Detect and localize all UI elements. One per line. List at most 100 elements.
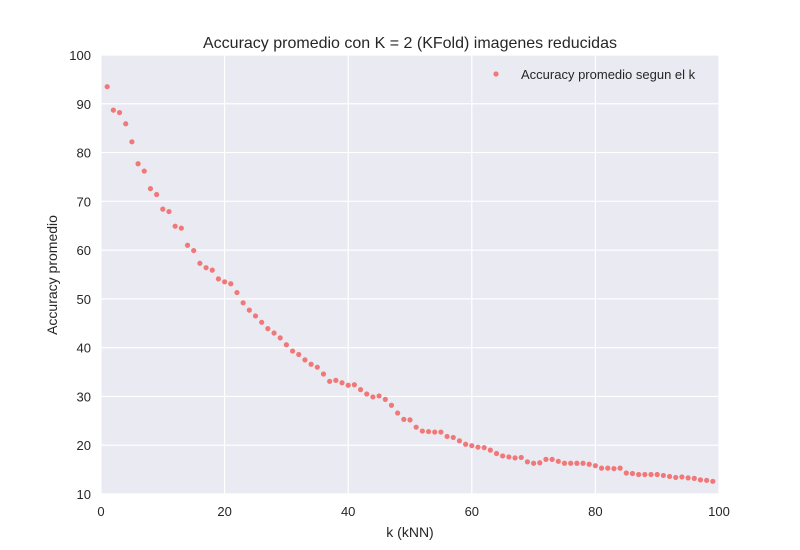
- data-point: [345, 382, 351, 388]
- data-point: [234, 289, 240, 296]
- data-point: [154, 191, 160, 198]
- data-point: [574, 460, 580, 466]
- data-point: [407, 417, 413, 423]
- data-point: [166, 208, 172, 215]
- data-point: [549, 456, 555, 462]
- y-tick-label: 80: [77, 146, 91, 161]
- data-point: [129, 139, 135, 145]
- data-point: [481, 445, 487, 451]
- data-point: [370, 394, 376, 400]
- data-point: [135, 161, 141, 167]
- data-point: [172, 223, 178, 229]
- data-point: [104, 84, 110, 90]
- data-point: [518, 454, 524, 461]
- data-point: [524, 459, 531, 465]
- data-point: [537, 460, 543, 466]
- data-point: [623, 470, 629, 476]
- data-point: [679, 474, 685, 480]
- data-point: [302, 357, 308, 363]
- x-tick-label: 0: [97, 504, 104, 519]
- data-point: [438, 429, 444, 435]
- data-point: [685, 475, 691, 481]
- data-points: [104, 84, 716, 484]
- data-point: [450, 434, 456, 441]
- y-tick-label: 50: [77, 292, 91, 307]
- data-point: [463, 441, 469, 447]
- x-tick-label: 20: [217, 504, 231, 519]
- data-point: [506, 454, 512, 460]
- data-point: [469, 443, 475, 449]
- legend: Accuracy promedio segun el k: [493, 67, 696, 82]
- x-tick-label: 60: [465, 504, 479, 519]
- data-point: [568, 460, 574, 466]
- data-point: [419, 428, 425, 434]
- data-point: [543, 456, 549, 462]
- data-point: [673, 474, 679, 481]
- data-point: [586, 461, 592, 467]
- data-point: [388, 402, 395, 408]
- data-point: [710, 478, 716, 484]
- x-tick-label: 80: [588, 504, 602, 519]
- data-point: [308, 361, 314, 367]
- data-point: [456, 438, 463, 444]
- data-point: [487, 447, 493, 453]
- data-point: [191, 247, 197, 254]
- data-point: [395, 410, 401, 416]
- data-point: [289, 348, 296, 354]
- data-point: [660, 472, 666, 479]
- data-point: [493, 450, 500, 457]
- x-tick-label: 100: [708, 504, 730, 519]
- data-point: [209, 267, 215, 273]
- data-point: [184, 242, 191, 248]
- data-point: [592, 463, 599, 469]
- data-point: [259, 319, 265, 325]
- data-point: [666, 473, 673, 480]
- data-point: [691, 475, 697, 481]
- data-point: [605, 465, 611, 471]
- data-point: [704, 477, 710, 483]
- x-tick-label: 40: [341, 504, 355, 519]
- y-axis-label: Accuracy promedio: [44, 215, 60, 335]
- chart-title: Accuracy promedio con K = 2 (KFold) imag…: [203, 35, 617, 52]
- data-point: [401, 416, 407, 422]
- data-point: [636, 471, 642, 478]
- data-point: [561, 460, 568, 466]
- data-point: [364, 391, 370, 397]
- legend-entry: Accuracy promedio segun el k: [521, 67, 696, 82]
- y-tick-label: 70: [77, 194, 91, 209]
- data-point: [382, 396, 388, 402]
- data-point: [413, 424, 419, 430]
- y-tick-label: 40: [77, 341, 91, 356]
- data-point: [215, 276, 222, 282]
- data-point: [432, 429, 438, 435]
- data-point: [240, 300, 246, 306]
- plot-background: [101, 55, 719, 494]
- data-point: [580, 460, 586, 466]
- data-point: [555, 458, 561, 464]
- data-point: [222, 279, 228, 285]
- data-point: [160, 206, 166, 212]
- data-point: [444, 433, 450, 440]
- data-point: [629, 470, 636, 477]
- y-tick-labels: 10 20 30 40 50 60 70 80 90 100: [69, 48, 91, 502]
- data-point: [512, 455, 518, 461]
- y-tick-label: 20: [77, 438, 91, 453]
- data-point: [357, 387, 364, 393]
- y-tick-label: 100: [69, 48, 91, 63]
- y-tick-label: 30: [77, 389, 91, 404]
- data-point: [376, 393, 382, 399]
- data-point: [531, 460, 537, 466]
- data-point: [296, 351, 302, 358]
- data-point: [203, 265, 209, 271]
- data-point: [246, 307, 252, 313]
- data-point: [654, 471, 660, 478]
- data-point: [110, 107, 116, 113]
- data-point: [697, 477, 704, 483]
- data-point: [123, 121, 129, 127]
- data-point: [327, 378, 333, 384]
- data-point: [252, 313, 259, 319]
- data-point: [314, 364, 320, 370]
- y-tick-label: 10: [77, 487, 91, 502]
- data-point: [617, 465, 623, 471]
